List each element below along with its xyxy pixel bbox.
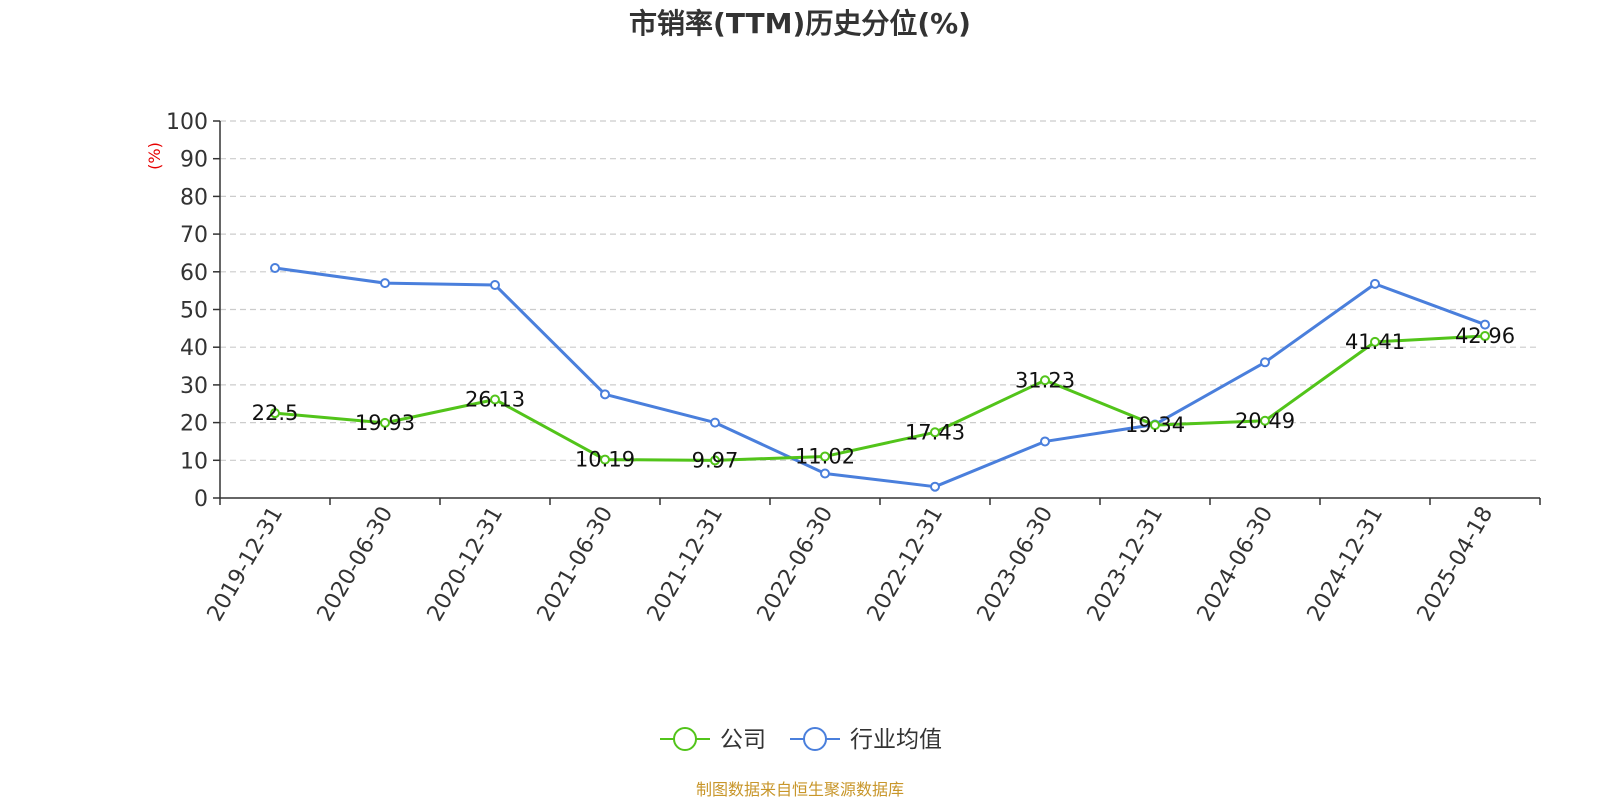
x-tick-label: 2022-12-31 (863, 503, 949, 626)
data-label: 31.23 (1015, 368, 1075, 392)
legend[interactable]: 公司 行业均值 (660, 727, 942, 753)
y-tick-label: 20 (180, 412, 208, 437)
data-point[interactable] (380, 417, 390, 428)
data-label: 41.41 (1345, 330, 1405, 354)
data-label: 42.96 (1455, 324, 1515, 348)
y-tick-label: 90 (180, 148, 208, 173)
data-label: 19.93 (355, 411, 415, 435)
data-point[interactable] (1260, 415, 1270, 426)
y-tick-label: 0 (194, 487, 208, 512)
data-point[interactable] (380, 278, 390, 289)
legend-label: 公司 (720, 727, 766, 753)
data-point[interactable] (490, 279, 500, 290)
legend-label: 行业均值 (850, 727, 942, 753)
data-point[interactable] (1480, 331, 1490, 342)
y-tick-label: 80 (180, 185, 208, 210)
y-tick-label: 100 (166, 110, 208, 135)
data-label: 9.97 (692, 448, 739, 472)
legend-marker-icon (803, 727, 827, 751)
source-note: 制图数据来自恒生聚源数据库 (696, 780, 904, 799)
y-tick-label: 50 (180, 299, 208, 324)
data-label: 11.02 (795, 444, 855, 468)
legend-item-1[interactable]: 行业均值 (790, 727, 942, 753)
data-point[interactable] (930, 427, 940, 438)
data-label: 19.34 (1125, 413, 1185, 437)
data-label: 22.5 (252, 401, 299, 425)
x-tick-label: 2025-04-18 (1413, 503, 1499, 626)
data-point[interactable] (1040, 436, 1050, 447)
x-tick-label: 2021-06-30 (533, 503, 619, 626)
y-tick-label: 10 (180, 449, 208, 474)
axes: 0 10 20 30 40 50 60 70 80 90 100 2019-12-31 2020-06-… (166, 110, 1541, 626)
x-tick-label: 2023-12-31 (1083, 503, 1169, 626)
data-point[interactable] (820, 451, 830, 462)
data-label: 10.19 (575, 448, 635, 472)
x-tick-label: 2020-06-30 (313, 503, 399, 626)
data-point[interactable] (1150, 420, 1160, 431)
data-point[interactable] (1370, 278, 1380, 289)
data-point[interactable] (710, 455, 720, 466)
series-layer (270, 263, 1490, 492)
y-tick-label: 30 (180, 374, 208, 399)
x-tick-label: 2024-12-31 (1303, 503, 1389, 626)
data-label: 26.13 (465, 387, 525, 411)
data-point[interactable] (490, 394, 500, 405)
data-point[interactable] (710, 417, 720, 428)
legend-item-0[interactable]: 公司 (660, 727, 766, 753)
data-point[interactable] (600, 454, 610, 465)
data-labels: 22.5 19.93 26.13 10.19 9.97 11.02 17.43 31.23 19… (252, 324, 1515, 472)
x-tick-label: 2024-06-30 (1193, 503, 1279, 626)
chart-title: 市销率(TTM)历史分位(%) (629, 7, 971, 40)
y-axis-label: (%) (145, 142, 164, 170)
data-point[interactable] (270, 408, 280, 419)
y-tick-label: 70 (180, 223, 208, 248)
data-point[interactable] (1480, 319, 1490, 330)
legend-marker-icon (673, 727, 697, 751)
data-point[interactable] (270, 263, 280, 274)
grid-lines (220, 120, 1540, 461)
y-tick-label: 40 (180, 336, 208, 361)
series-line-0 (274, 334, 1486, 462)
x-tick-label: 2023-06-30 (973, 503, 1059, 626)
x-tick-label: 2022-06-30 (753, 503, 839, 626)
data-point[interactable] (930, 481, 940, 492)
y-tick-label: 60 (180, 261, 208, 286)
series-line-1 (274, 266, 1486, 489)
data-point[interactable] (600, 389, 610, 400)
x-tick-label: 2020-12-31 (423, 503, 509, 626)
data-point[interactable] (1260, 357, 1270, 368)
data-label: 20.49 (1235, 409, 1295, 433)
data-point[interactable] (1040, 375, 1050, 386)
x-tick-label: 2019-12-31 (203, 503, 289, 626)
data-point[interactable] (820, 468, 830, 479)
x-tick-label: 2021-12-31 (643, 503, 729, 626)
data-label: 17.43 (905, 420, 965, 444)
data-point[interactable] (1370, 336, 1380, 347)
